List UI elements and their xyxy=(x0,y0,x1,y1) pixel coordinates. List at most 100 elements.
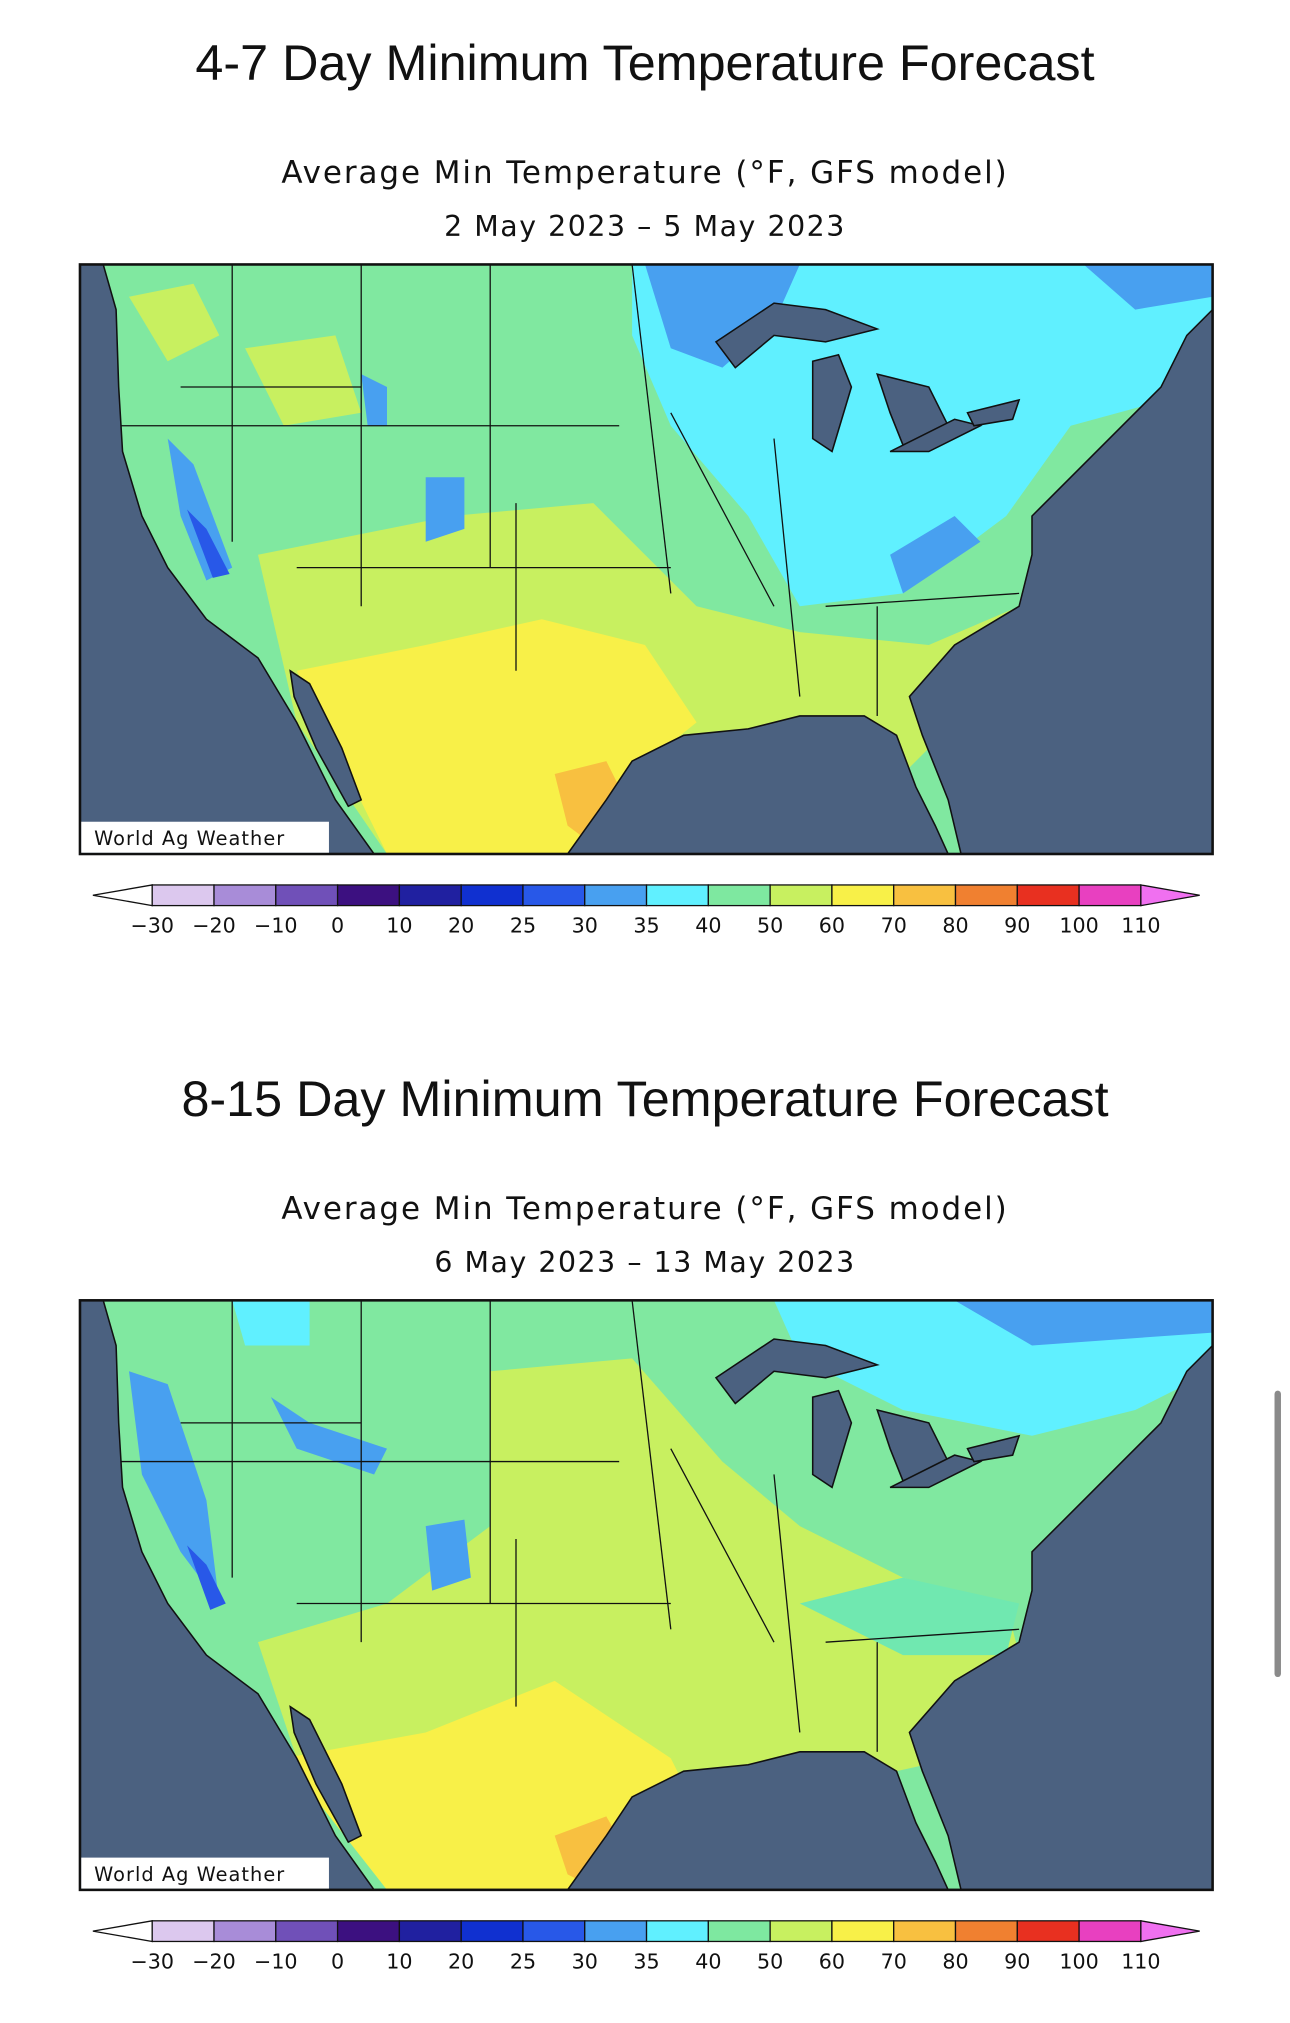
panel: 8-15 Day Minimum Temperature Forecast Ave… xyxy=(78,1070,1214,1974)
scale-label: 35 xyxy=(633,914,659,938)
scale-box xyxy=(707,884,771,907)
scale-label: 10 xyxy=(386,1950,412,1974)
scale-label: 40 xyxy=(695,1950,721,1974)
water xyxy=(289,1705,363,1844)
scale-label: 20 xyxy=(448,1950,474,1974)
scale-box xyxy=(769,884,833,907)
temperature-zone xyxy=(954,1300,1213,1346)
scale-label: 100 xyxy=(1059,914,1098,938)
scale-label: 80 xyxy=(942,914,968,938)
scale-box xyxy=(336,884,401,907)
temperature-zone xyxy=(270,1397,387,1475)
temperature-zone xyxy=(167,438,233,581)
scale-box xyxy=(1078,1920,1142,1943)
scrollbar[interactable] xyxy=(1274,1390,1281,1678)
map xyxy=(79,264,1213,854)
scale-label: 30 xyxy=(572,914,598,938)
scale-box xyxy=(275,884,339,907)
scale-label: −10 xyxy=(254,1950,298,1974)
temperature-zone xyxy=(1083,264,1213,310)
credit: World Ag Weather xyxy=(94,1863,285,1886)
scale-label: −20 xyxy=(192,914,236,938)
scale-box xyxy=(831,884,895,907)
scale-box xyxy=(151,1920,215,1943)
scale-label: 40 xyxy=(695,914,721,938)
credit-box xyxy=(81,821,329,853)
state-border xyxy=(773,438,801,697)
water xyxy=(908,308,1213,854)
map-subtitle: Average Min Temperature (°F, GFS model) xyxy=(281,1191,1008,1227)
scale-box xyxy=(398,884,462,907)
credit: World Ag Weather xyxy=(94,827,285,850)
scale-arrow-high xyxy=(1140,1920,1200,1943)
panel-title: 8-15 Day Minimum Temperature Forecast xyxy=(181,1070,1108,1127)
scale-box xyxy=(522,1920,586,1943)
water xyxy=(889,1454,983,1489)
state-border xyxy=(773,1474,801,1733)
scale-box xyxy=(275,1920,339,1943)
scale-box xyxy=(893,1920,957,1943)
scale-label: 50 xyxy=(757,1950,783,1974)
credit-box xyxy=(81,1857,329,1889)
water xyxy=(79,1300,376,1890)
map-subtitle: Average Min Temperature (°F, GFS model) xyxy=(281,155,1008,191)
scale-arrow-low xyxy=(92,884,153,907)
scale-label: 90 xyxy=(1004,914,1030,938)
scale-box xyxy=(954,884,1018,907)
map-dates: 2 May 2023 – 5 May 2023 xyxy=(444,210,846,243)
scale-label: 30 xyxy=(572,1950,598,1974)
scale-box xyxy=(151,884,215,907)
scale-box xyxy=(954,1920,1018,1943)
scale-arrow-high xyxy=(1140,884,1200,907)
scale-box xyxy=(645,884,709,907)
scale-label: 110 xyxy=(1121,1950,1160,1974)
scale-label: 50 xyxy=(757,914,783,938)
scale-label: 90 xyxy=(1004,1950,1030,1974)
scale-box xyxy=(460,1920,524,1943)
water xyxy=(289,669,363,808)
scale-label: −30 xyxy=(130,1950,174,1974)
temperature-zone xyxy=(187,509,230,578)
map-dates: 6 May 2023 – 13 May 2023 xyxy=(434,1246,855,1279)
water xyxy=(811,353,853,453)
scale-box xyxy=(460,884,524,907)
scale-box xyxy=(645,1920,709,1943)
temperature-zone xyxy=(187,1545,226,1610)
scale-arrow-low xyxy=(92,1920,153,1943)
scale-label: 0 xyxy=(331,1950,344,1974)
scale-label: 70 xyxy=(881,914,907,938)
state-border xyxy=(631,1300,672,1630)
state-border xyxy=(825,592,1020,607)
scale-label: −20 xyxy=(192,1950,236,1974)
scale-box xyxy=(213,884,277,907)
temperature-zone xyxy=(361,374,387,426)
scale-box xyxy=(584,1920,648,1943)
panel-title: 4-7 Day Minimum Temperature Forecast xyxy=(195,34,1094,91)
scale-label: 35 xyxy=(633,1950,659,1974)
state-border xyxy=(825,1628,1020,1643)
water xyxy=(811,1389,853,1489)
water xyxy=(714,1338,880,1405)
water xyxy=(566,1751,950,1890)
water xyxy=(889,418,983,453)
scale-box xyxy=(584,884,648,907)
temperature-zone xyxy=(799,1577,1020,1656)
map-frame xyxy=(78,263,1214,856)
scale-box xyxy=(1016,884,1080,907)
scale-box xyxy=(1078,884,1142,907)
scale-label: 70 xyxy=(881,1950,907,1974)
water xyxy=(966,1434,1021,1463)
scale-label: 60 xyxy=(819,1950,845,1974)
state-border xyxy=(670,412,775,607)
state-border xyxy=(670,1448,775,1643)
water xyxy=(79,264,376,854)
scale-label: 60 xyxy=(819,914,845,938)
scale-label: −10 xyxy=(254,914,298,938)
temperature-zone xyxy=(129,283,220,362)
water xyxy=(966,398,1021,427)
scale-box xyxy=(398,1920,462,1943)
scale-box xyxy=(1016,1920,1080,1943)
scale-label: 0 xyxy=(331,914,344,938)
